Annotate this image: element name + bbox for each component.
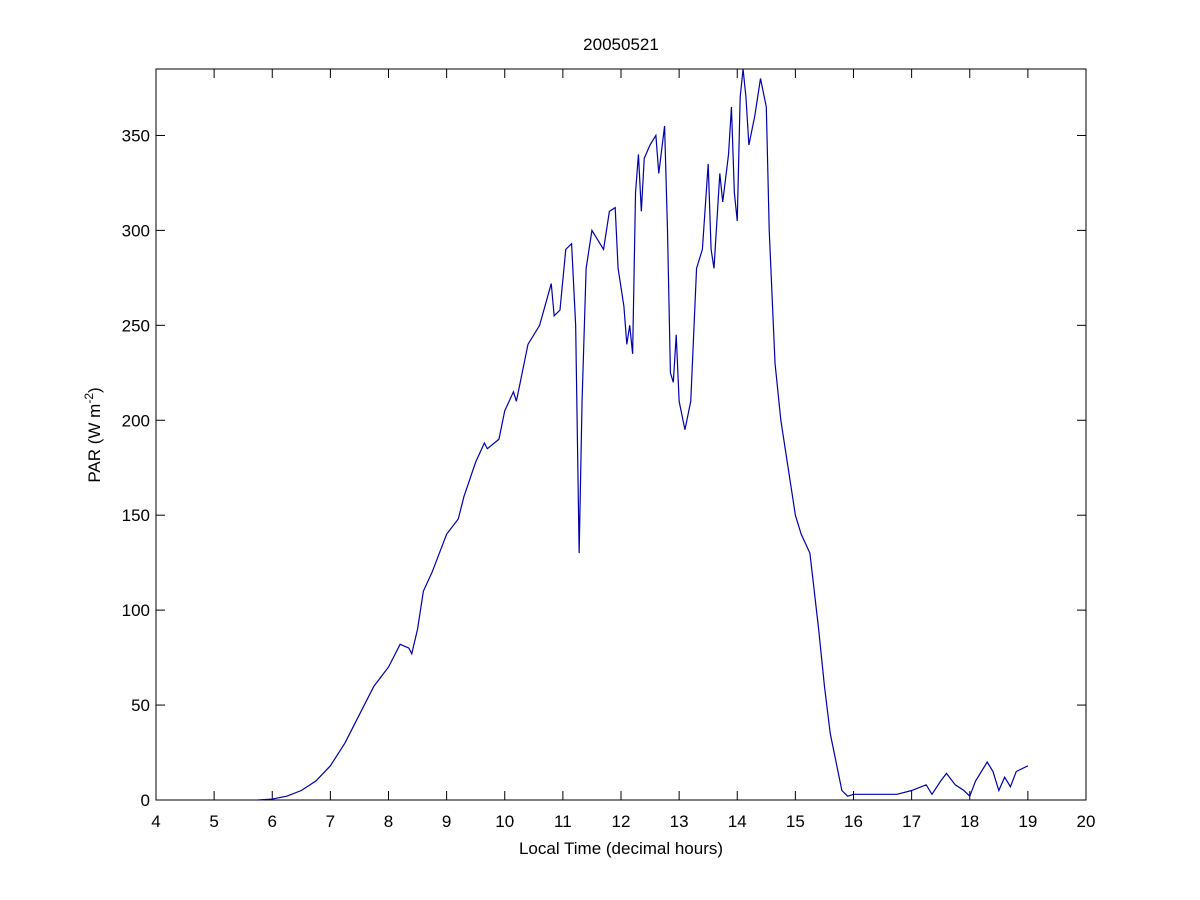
y-axis-label: PAR (W m-2): [82, 387, 104, 482]
x-tick-label: 4: [151, 812, 160, 831]
x-tick-label: 6: [268, 812, 277, 831]
y-tick-label: 200: [122, 411, 150, 430]
x-tick-label: 8: [384, 812, 393, 831]
y-tick-label: 250: [122, 316, 150, 335]
x-tick-label: 20: [1077, 812, 1096, 831]
y-tick-label: 0: [141, 791, 150, 810]
x-tick-label: 12: [612, 812, 631, 831]
y-tick-label: 50: [131, 696, 150, 715]
chart-title: 20050521: [583, 35, 659, 54]
x-tick-label: 19: [1018, 812, 1037, 831]
x-tick-label: 16: [844, 812, 863, 831]
x-tick-label: 7: [326, 812, 335, 831]
y-tick-label: 150: [122, 506, 150, 525]
x-tick-label: 15: [786, 812, 805, 831]
x-tick-label: 17: [902, 812, 921, 831]
x-tick-label: 10: [495, 812, 514, 831]
x-tick-label: 9: [442, 812, 451, 831]
x-tick-label: 14: [728, 812, 747, 831]
y-tick-label: 300: [122, 221, 150, 240]
y-tick-label: 350: [122, 126, 150, 145]
x-tick-label: 13: [670, 812, 689, 831]
y-tick-label: 100: [122, 601, 150, 620]
x-tick-label: 5: [209, 812, 218, 831]
x-tick-label: 18: [960, 812, 979, 831]
x-axis-label: Local Time (decimal hours): [519, 839, 723, 858]
data-line: [257, 68, 1029, 801]
x-tick-label: 11: [554, 812, 572, 831]
